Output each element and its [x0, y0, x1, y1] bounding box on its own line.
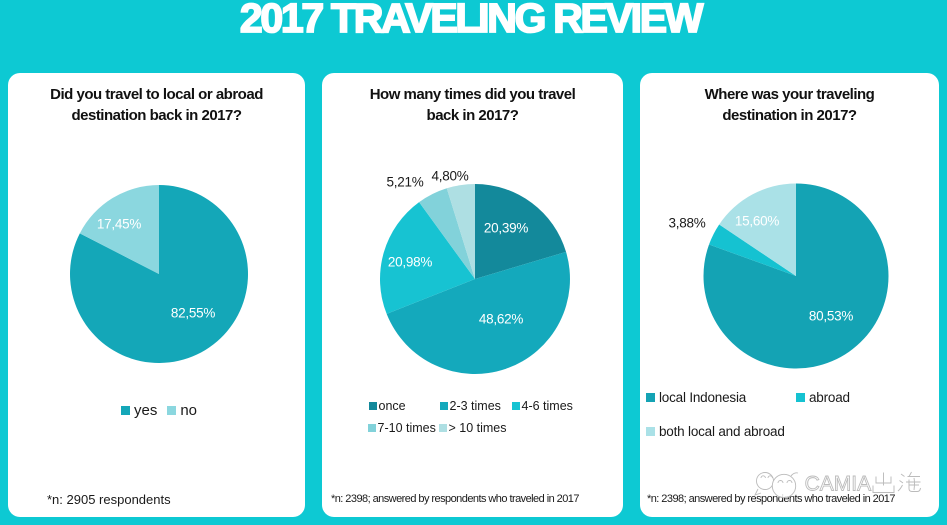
- svg-text:CAMIA: CAMIA: [805, 473, 872, 496]
